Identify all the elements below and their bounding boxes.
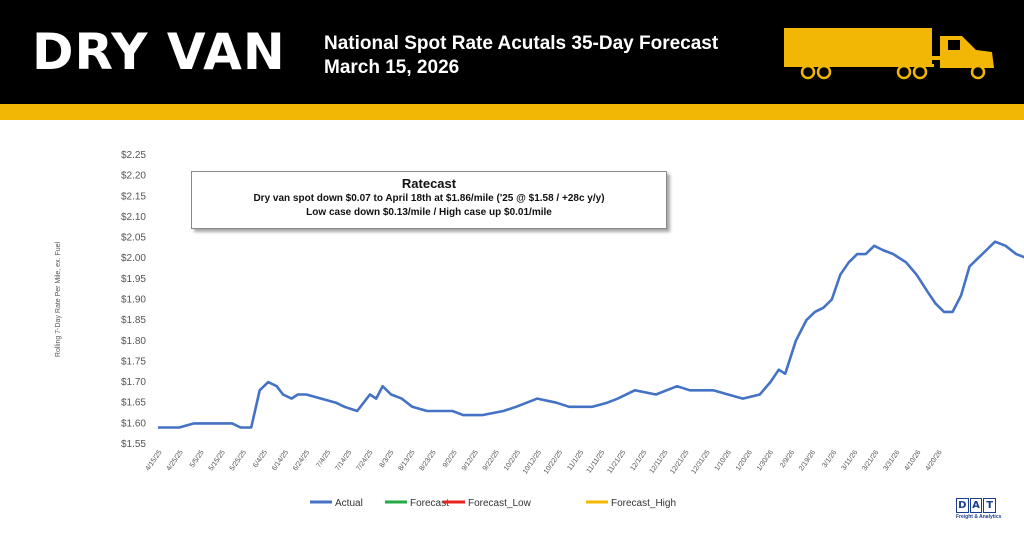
legend-label: Actual <box>335 498 363 509</box>
x-tick-label: 7/4/25 <box>315 449 332 469</box>
x-tick-label: 11/1/25 <box>566 449 585 472</box>
logo-letter-d: D <box>956 498 969 513</box>
y-tick-label: $1.75 <box>121 356 146 367</box>
y-tick-label: $1.85 <box>121 315 146 326</box>
logo-letter-a: A <box>969 498 983 513</box>
x-tick-label: 10/2/25 <box>503 449 522 472</box>
x-tick-label: 1/10/26 <box>714 449 733 472</box>
x-tick-label: 6/24/25 <box>292 449 311 472</box>
y-tick-label: $1.60 <box>121 418 146 429</box>
x-tick-label: 5/25/25 <box>229 449 248 472</box>
ratecast-line-2: Low case down $0.13/mile / High case up … <box>306 207 552 218</box>
header-banner: DRY VAN National Spot Rate Acutals 35-Da… <box>0 0 1024 104</box>
x-tick-label: 8/3/25 <box>379 449 396 469</box>
x-tick-label: 5/5/25 <box>189 449 206 469</box>
legend-label: Forecast_High <box>611 498 676 509</box>
x-tick-label: 7/14/25 <box>334 449 353 472</box>
x-tick-label: 10/22/25 <box>543 449 564 475</box>
y-tick-label: $2.20 <box>121 171 146 182</box>
truck-icon <box>784 28 994 80</box>
legend-label: Forecast_Low <box>468 498 532 509</box>
legend-label: Forecast <box>410 498 449 509</box>
logo-tagline: Freight & Analytics <box>956 514 1002 520</box>
x-tick-label: 9/2/25 <box>442 449 459 469</box>
x-tick-label: 6/14/25 <box>271 449 290 472</box>
x-tick-label: 7/24/25 <box>355 449 374 472</box>
x-tick-label: 12/21/25 <box>669 449 690 475</box>
x-tick-label: 12/11/25 <box>649 449 670 475</box>
x-tick-label: 4/25/25 <box>166 449 185 472</box>
y-tick-label: $2.15 <box>121 191 146 202</box>
x-tick-label: 6/4/25 <box>252 449 269 469</box>
y-tick-label: $2.25 <box>121 150 146 161</box>
y-tick-label: $2.00 <box>121 253 146 264</box>
x-tick-label: 2/9/26 <box>779 449 796 469</box>
x-tick-label: 10/12/25 <box>522 449 543 475</box>
x-tick-label: 3/21/26 <box>861 449 880 472</box>
x-tick-label: 5/15/25 <box>208 449 227 472</box>
y-tick-label: $1.95 <box>121 274 146 285</box>
x-tick-label: 11/21/25 <box>606 449 627 475</box>
x-tick-label: 11/11/25 <box>586 449 607 475</box>
logo-letter-t: T <box>983 498 997 513</box>
x-tick-label: 3/11/26 <box>840 449 859 472</box>
x-tick-label: 12/1/25 <box>629 449 648 472</box>
y-tick-label: $1.80 <box>121 336 146 347</box>
x-tick-label: 4/10/26 <box>903 449 922 472</box>
y-tick-label: $2.05 <box>121 233 146 244</box>
y-tick-label: $2.10 <box>121 212 146 223</box>
y-tick-label: $1.90 <box>121 295 146 306</box>
x-tick-label: 8/23/25 <box>419 449 438 472</box>
y-axis-title: Rolling 7-Day Rate Per Mile, ex. Fuel <box>55 241 62 357</box>
y-tick-label: $1.70 <box>121 377 146 388</box>
x-tick-label: 9/22/25 <box>482 449 501 472</box>
x-tick-label: 1/30/26 <box>756 449 775 472</box>
x-tick-label: 8/13/25 <box>397 449 416 472</box>
x-tick-label: 2/19/26 <box>798 449 817 472</box>
ratecast-title: Ratecast <box>401 176 457 191</box>
ratecast-line-1: Dry van spot down $0.07 to April 18th at… <box>253 193 605 204</box>
x-tick-label: 4/20/26 <box>925 449 944 472</box>
y-tick-label: $1.55 <box>121 439 146 450</box>
page-title: DRY VAN <box>32 23 286 81</box>
x-tick-label: 3/1/26 <box>821 449 838 469</box>
accent-strip <box>0 104 1024 120</box>
ratecast-box: Ratecast Dry van spot down $0.07 to Apri… <box>191 171 667 229</box>
x-tick-label: 3/31/26 <box>882 449 901 472</box>
x-tick-label: 9/12/25 <box>461 449 480 472</box>
y-tick-label: $1.65 <box>121 398 146 409</box>
dat-logo: D A T Freight & Analytics <box>956 498 1002 522</box>
chart-title: National Spot Rate Acutals 35-Day Foreca… <box>324 33 719 54</box>
line-chart: $1.55 $1.60 $1.65 $1.70 $1.75 $1.80 $1.85 $1.90… <box>55 150 1024 509</box>
x-tick-label: 12/31/25 <box>690 449 711 475</box>
x-tick-label: 1/20/26 <box>735 449 754 472</box>
chart-date: March 15, 2026 <box>324 57 460 78</box>
series-line-actual <box>158 240 1024 429</box>
x-tick-label: 4/15/25 <box>145 449 164 472</box>
